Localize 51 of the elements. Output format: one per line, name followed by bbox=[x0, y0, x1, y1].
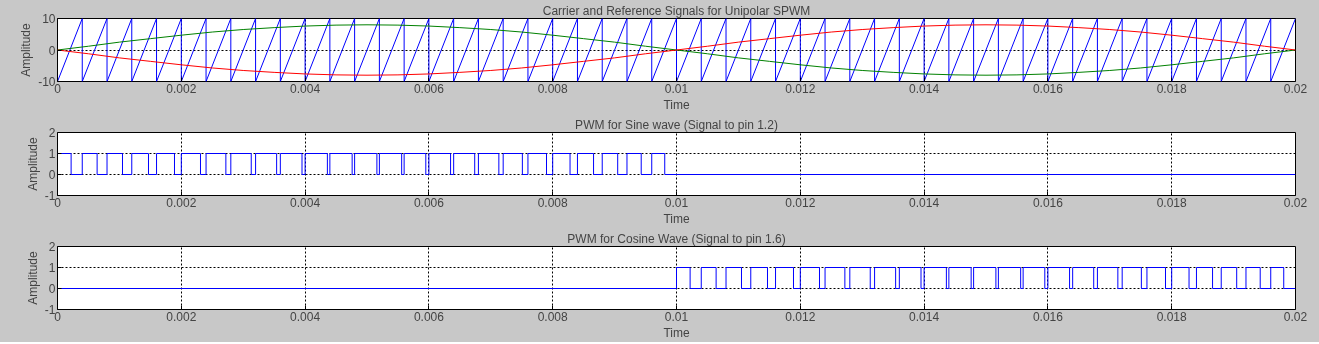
x-tick-label: 0.02 bbox=[1283, 81, 1308, 96]
x-tick-label: 0.016 bbox=[1032, 81, 1064, 96]
y-axis-title: Amplitude bbox=[19, 22, 34, 77]
x-tick-label: 0.014 bbox=[909, 309, 940, 324]
x-tick-label: 0.012 bbox=[785, 81, 816, 96]
y-tick-label: 1 bbox=[48, 261, 56, 275]
x-tick-label: 0.02 bbox=[1283, 309, 1308, 324]
chart-title: Carrier and Reference Signals for Unipolar SPWM bbox=[542, 3, 811, 18]
y-tick-label: -1 bbox=[44, 303, 56, 317]
line-series bbox=[57, 24, 1296, 76]
x-tick-label: 0.004 bbox=[290, 195, 321, 210]
x-tick-label: 0.008 bbox=[537, 81, 569, 96]
x-tick-label: 0.018 bbox=[1156, 309, 1188, 324]
y-tick-label: 0 bbox=[48, 43, 56, 58]
x-axis-title: Time bbox=[663, 211, 690, 226]
y-axis-title: Amplitude bbox=[25, 136, 40, 191]
chart-title: PWM for Sine wave (Signal to pin 1.2) bbox=[575, 117, 778, 132]
x-tick-label: 0.016 bbox=[1032, 195, 1064, 210]
x-tick-label: 0.006 bbox=[413, 309, 445, 324]
x-tick-label: 0.012 bbox=[785, 195, 816, 210]
x-tick-label: 0.01 bbox=[664, 195, 689, 210]
y-tick-label: 0 bbox=[48, 282, 56, 296]
x-axis-title: Time bbox=[663, 325, 690, 340]
y-axis-title: Amplitude bbox=[25, 250, 40, 305]
x-tick-label: 0.014 bbox=[909, 81, 940, 96]
x-tick-label: 0.01 bbox=[664, 309, 689, 324]
x-tick-label: 0.004 bbox=[290, 81, 321, 96]
x-tick-label: 0.02 bbox=[1283, 195, 1308, 210]
x-tick-label: 0.014 bbox=[909, 195, 940, 210]
x-axis-title: Time bbox=[663, 97, 690, 112]
x-tick-label: 0.018 bbox=[1156, 81, 1188, 96]
y-tick-label: 10 bbox=[42, 12, 56, 26]
x-tick-label: 0.008 bbox=[537, 309, 569, 324]
y-tick-label: -10 bbox=[38, 75, 56, 89]
x-tick-label: 0.016 bbox=[1032, 309, 1064, 324]
y-tick-label: -1 bbox=[44, 189, 56, 203]
y-tick-label: 0 bbox=[48, 168, 56, 182]
x-tick-label: 0.002 bbox=[166, 195, 197, 210]
y-tick-label: 2 bbox=[48, 126, 56, 140]
y-tick-label: 2 bbox=[48, 240, 56, 254]
x-tick-label: 0.01 bbox=[664, 81, 689, 96]
y-tick-label: 1 bbox=[48, 147, 56, 161]
x-tick-label: 0.006 bbox=[413, 195, 445, 210]
x-tick-label: 0.004 bbox=[290, 309, 321, 324]
x-tick-label: 0.006 bbox=[413, 81, 445, 96]
chart-title: PWM for Cosine Wave (Signal to pin 1.6) bbox=[567, 231, 786, 246]
x-tick-label: 0.008 bbox=[537, 195, 569, 210]
x-tick-label: 0.002 bbox=[166, 81, 197, 96]
x-tick-label: 0.012 bbox=[785, 309, 816, 324]
x-tick-label: 0.018 bbox=[1156, 195, 1188, 210]
x-tick-label: 0.002 bbox=[166, 309, 197, 324]
